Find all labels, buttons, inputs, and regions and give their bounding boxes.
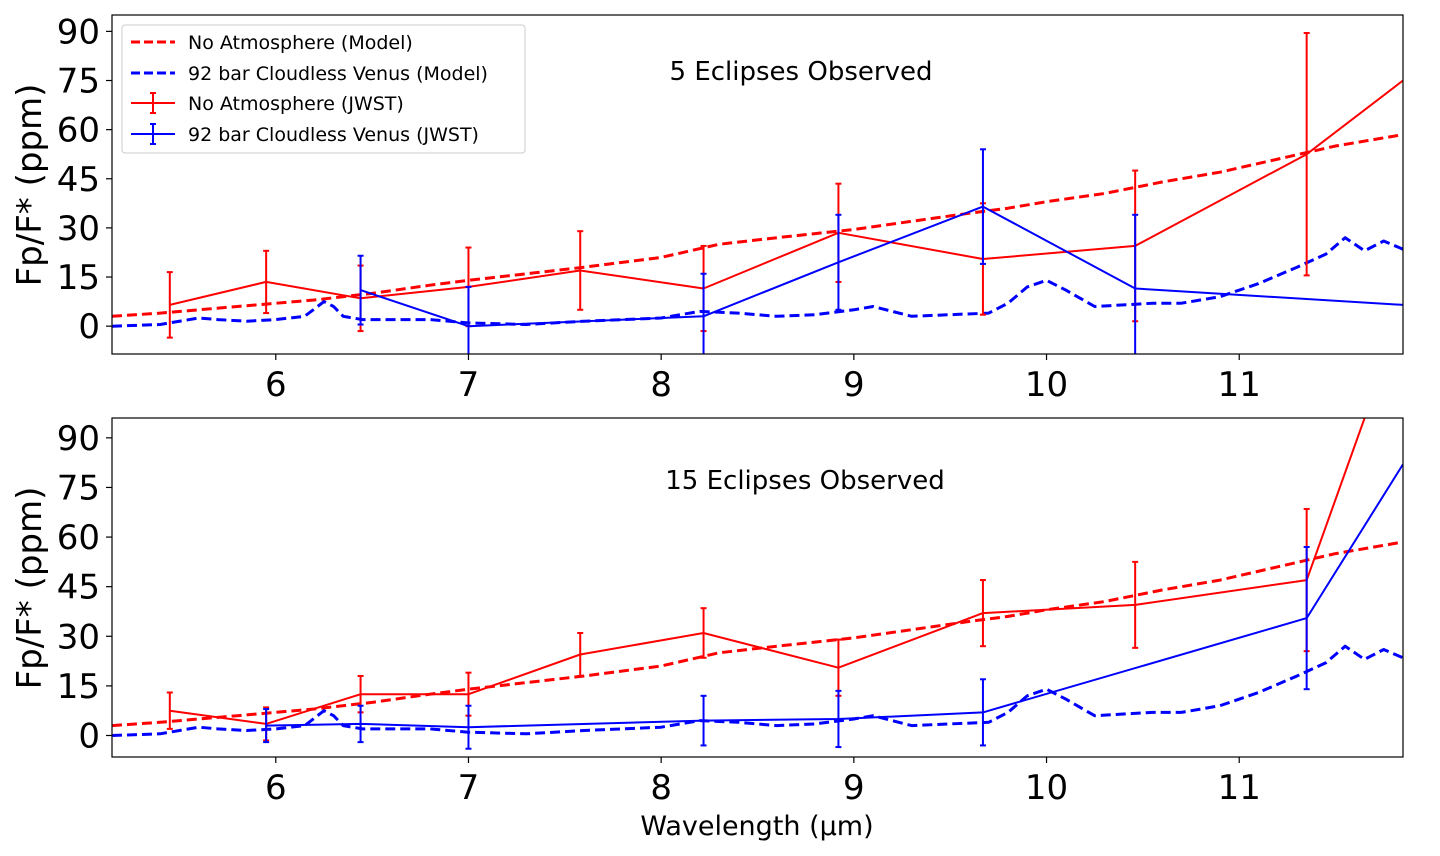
- error-bar: [465, 285, 472, 354]
- error-bar: [979, 678, 986, 747]
- error-bar: [979, 148, 986, 265]
- jwst-line-92-bar-cloudless-venus-jwst: [266, 463, 1403, 729]
- bottom-panel: 6 7 8 9 10 11 0 15 30 45 60 75 90 15 Eclipses Observ…: [10, 417, 1404, 842]
- x-tick-label: 11: [1218, 768, 1261, 808]
- error-bar: [700, 272, 707, 354]
- error-bar: [357, 704, 364, 744]
- series-92-bar-cloudless-venus-model: [112, 236, 1403, 328]
- y-tick-label: 90: [57, 419, 100, 459]
- x-tick-label: 9: [843, 365, 865, 405]
- error-bar: [700, 694, 707, 747]
- bottom-y-axis-label: Fp/F* (ppm): [10, 487, 50, 690]
- legend-swatch-venus-jwst: [131, 123, 175, 145]
- series-no-atmosphere-model: [112, 540, 1403, 728]
- error-bar: [263, 708, 270, 744]
- y-tick-label: 0: [78, 307, 100, 347]
- y-tick-label: 0: [78, 717, 100, 757]
- top-annotation: 5 Eclipses Observed: [670, 57, 933, 87]
- error-bar: [465, 704, 472, 750]
- series-no-atmosphere-jwst: [166, 418, 1366, 742]
- series-no-atmosphere-model: [112, 133, 1403, 318]
- y-tick-label: 30: [57, 617, 100, 657]
- series-92-bar-cloudless-venus-jwst: [357, 148, 1403, 354]
- error-bar: [1303, 32, 1310, 277]
- model-line-no-atmosphere-model: [112, 133, 1403, 318]
- x-tick-label: 10: [1025, 365, 1068, 405]
- y-tick-label: 30: [57, 209, 100, 249]
- bottom-data-layer: [112, 418, 1403, 750]
- y-tick-label: 45: [57, 568, 100, 608]
- y-tick-label: 60: [57, 111, 100, 151]
- legend-swatch-no-atmosphere-jwst: [131, 92, 175, 114]
- error-bar: [263, 249, 270, 315]
- legend-label-venus-jwst: 92 bar Cloudless Venus (JWST): [188, 124, 479, 146]
- model-line-92-bar-cloudless-venus-model: [112, 236, 1403, 328]
- series-92-bar-cloudless-venus-jwst: [263, 463, 1403, 750]
- bottom-axes-frame: [111, 417, 1404, 758]
- bottom-ticks: 6 7 8 9 10 11 0 15 30 45 60 75 90: [57, 419, 1261, 808]
- error-bar: [1303, 545, 1310, 691]
- top-data-layer: [112, 32, 1403, 354]
- legend-label-no-atmosphere-model: No Atmosphere (Model): [188, 32, 413, 54]
- jwst-line-no-atmosphere-jwst: [169, 418, 1366, 725]
- error-bar: [835, 213, 842, 311]
- x-tick-label: 8: [650, 768, 672, 808]
- top-panel: 6 7 8 9 10 11 0 15 30 45 60 75 90 5 Eclipses Observe…: [10, 12, 1404, 405]
- x-tick-label: 10: [1025, 768, 1068, 808]
- top-ticks: 6 7 8 9 10 11 0 15 30 45 60 75 90: [57, 12, 1261, 405]
- x-tick-label: 6: [265, 768, 287, 808]
- model-line-no-atmosphere-model: [112, 540, 1403, 728]
- x-tick-label: 8: [650, 365, 672, 405]
- error-bar: [979, 579, 986, 648]
- model-line-92-bar-cloudless-venus-model: [112, 644, 1403, 737]
- error-bar: [577, 631, 584, 677]
- error-bar: [166, 691, 173, 730]
- legend: No Atmosphere (Model) 92 bar Cloudless V…: [121, 24, 526, 154]
- x-tick-label: 9: [843, 768, 865, 808]
- error-bar: [1132, 213, 1139, 354]
- error-bar: [1132, 560, 1139, 649]
- x-tick-label: 6: [265, 365, 287, 405]
- bottom-annotation: 15 Eclipses Observed: [665, 466, 944, 496]
- x-axis-label: Wavelength (μm): [640, 811, 873, 842]
- legend-label-venus-model: 92 bar Cloudless Venus (Model): [188, 63, 488, 85]
- y-tick-label: 45: [57, 160, 100, 200]
- y-tick-label: 60: [57, 518, 100, 558]
- y-tick-label: 75: [57, 468, 100, 508]
- legend-box: [121, 24, 526, 154]
- error-bar: [835, 689, 842, 749]
- y-tick-label: 90: [57, 12, 100, 52]
- x-tick-label: 11: [1218, 365, 1261, 405]
- error-bar: [700, 607, 707, 659]
- top-y-axis-label: Fp/F* (ppm): [10, 84, 50, 287]
- top-axes-frame: [111, 14, 1404, 355]
- error-bar: [166, 271, 173, 339]
- x-tick-label: 7: [458, 365, 480, 405]
- x-tick-label: 7: [458, 768, 480, 808]
- error-bar: [357, 254, 364, 326]
- y-tick-label: 75: [57, 62, 100, 102]
- error-bar: [577, 230, 584, 311]
- y-tick-label: 15: [57, 258, 100, 298]
- legend-label-no-atmosphere-jwst: No Atmosphere (JWST): [188, 93, 404, 115]
- series-92-bar-cloudless-venus-model: [112, 644, 1403, 737]
- y-tick-label: 15: [57, 667, 100, 707]
